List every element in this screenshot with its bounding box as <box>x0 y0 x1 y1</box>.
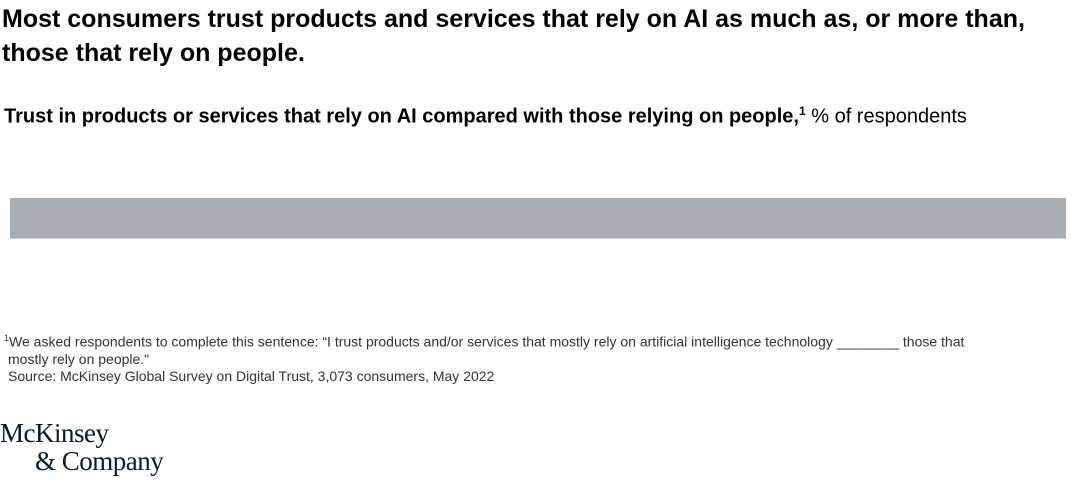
footnotes: 1We asked respondents to complete this s… <box>4 330 1064 385</box>
page-title: Most consumers trust products and servic… <box>2 5 1025 67</box>
footnote-mark: 1 <box>4 333 10 343</box>
unit-label: % of respondents <box>811 105 967 128</box>
footnote-1-cont: mostly rely on people." <box>8 350 150 367</box>
footnote-1: 1We asked respondents to complete this s… <box>4 330 1064 351</box>
mckinsey-logo: McKinsey & Company <box>0 418 164 476</box>
logo-line-2: & Company <box>35 446 164 476</box>
chart-title: Trust in products or services that rely … <box>4 105 799 128</box>
logo-line-1: McKinsey <box>0 418 109 448</box>
chart-subtitle: Trust in products or services that rely … <box>4 98 967 130</box>
footnote-mark: 1 <box>798 104 806 118</box>
chart-placeholder-bar <box>10 198 1066 239</box>
footnote-text: We asked respondents to complete this se… <box>9 333 965 350</box>
source-note: Source: McKinsey Global Survey on Digita… <box>8 367 495 384</box>
